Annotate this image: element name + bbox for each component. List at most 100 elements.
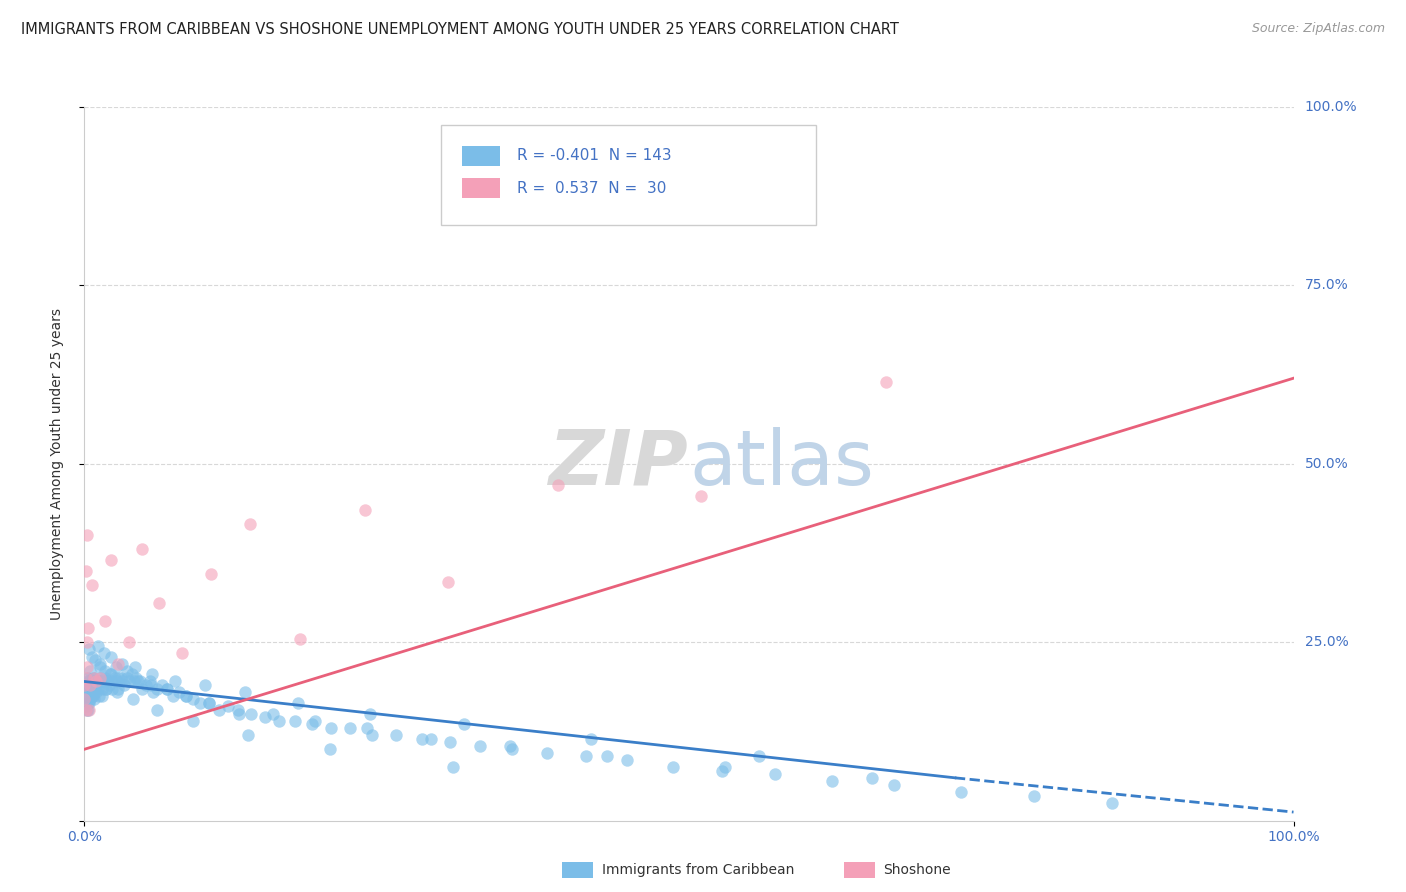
Point	[77, 703, 100, 717]
Point	[142, 685, 165, 699]
Point	[105, 674, 128, 689]
Point	[87, 689, 110, 703]
Point	[174, 689, 197, 703]
Point	[79, 692, 101, 706]
Point	[437, 574, 460, 589]
Point	[131, 681, 153, 696]
Point	[181, 714, 204, 728]
Point	[115, 671, 138, 685]
Point	[284, 714, 307, 728]
Point	[950, 785, 973, 799]
Point	[118, 635, 141, 649]
Text: R =  0.537  N =  30: R = 0.537 N = 30	[517, 181, 666, 196]
Point	[94, 664, 117, 678]
Point	[91, 681, 114, 696]
Point	[121, 667, 143, 681]
Point	[84, 681, 107, 696]
Point	[319, 721, 342, 735]
Point	[301, 717, 323, 731]
Point	[190, 696, 212, 710]
Point	[662, 760, 685, 774]
Text: 100.0%: 100.0%	[1305, 100, 1357, 114]
Point	[239, 517, 262, 532]
Point	[616, 753, 638, 767]
Text: 75.0%: 75.0%	[1305, 278, 1348, 293]
Point	[860, 771, 883, 785]
Point	[174, 689, 197, 703]
Point	[240, 706, 263, 721]
Point	[354, 503, 377, 517]
Point	[76, 635, 98, 649]
Point	[87, 674, 110, 689]
Point	[73, 692, 96, 706]
Point	[104, 660, 127, 674]
Point	[94, 671, 117, 685]
Point	[262, 706, 284, 721]
Point	[80, 578, 103, 592]
Point	[131, 542, 153, 557]
Point	[359, 706, 381, 721]
Text: R = -0.401  N = 143: R = -0.401 N = 143	[517, 148, 672, 163]
Point	[79, 674, 101, 689]
Point	[73, 678, 96, 692]
Point	[93, 674, 115, 689]
Point	[122, 674, 145, 689]
Point	[439, 735, 461, 749]
Point	[86, 685, 108, 699]
Point	[86, 674, 108, 689]
Point	[91, 689, 114, 703]
Point	[89, 660, 111, 674]
Point	[77, 621, 100, 635]
Point	[536, 746, 558, 760]
Point	[361, 728, 384, 742]
Point	[288, 632, 311, 646]
Point	[714, 760, 737, 774]
Point	[77, 703, 100, 717]
Point	[83, 692, 105, 706]
Point	[146, 681, 169, 696]
Text: IMMIGRANTS FROM CARIBBEAN VS SHOSHONE UNEMPLOYMENT AMONG YOUTH UNDER 25 YEARS CO: IMMIGRANTS FROM CARIBBEAN VS SHOSHONE UN…	[21, 22, 898, 37]
Point	[575, 749, 598, 764]
Point	[100, 649, 122, 664]
Point	[411, 731, 433, 746]
Point	[1101, 796, 1123, 810]
Point	[101, 681, 124, 696]
Point	[236, 728, 259, 742]
Point	[75, 689, 97, 703]
Point	[121, 692, 143, 706]
Point	[127, 674, 149, 689]
Point	[441, 760, 464, 774]
Point	[146, 703, 169, 717]
FancyBboxPatch shape	[441, 125, 815, 225]
Point	[89, 657, 111, 671]
Point	[875, 375, 897, 389]
Point	[198, 696, 221, 710]
Point	[77, 681, 100, 696]
Point	[89, 671, 111, 685]
Point	[94, 614, 117, 628]
Point	[172, 646, 194, 660]
Point	[94, 681, 117, 696]
Point	[84, 671, 107, 685]
Text: Shoshone: Shoshone	[883, 863, 950, 877]
Point	[107, 671, 129, 685]
Point	[86, 639, 108, 653]
Text: Source: ZipAtlas.com: Source: ZipAtlas.com	[1251, 22, 1385, 36]
Point	[207, 703, 229, 717]
Point	[287, 696, 309, 710]
Point	[76, 703, 98, 717]
Point	[118, 674, 141, 689]
Point	[139, 678, 162, 692]
Point	[105, 685, 128, 699]
Point	[420, 731, 443, 746]
Point	[150, 678, 173, 692]
Point	[93, 646, 115, 660]
Point	[79, 678, 101, 692]
Text: 25.0%: 25.0%	[1305, 635, 1348, 649]
Point	[98, 667, 121, 681]
Point	[226, 703, 249, 717]
Point	[596, 749, 619, 764]
Point	[748, 749, 770, 764]
Point	[73, 678, 96, 692]
Point	[75, 703, 97, 717]
